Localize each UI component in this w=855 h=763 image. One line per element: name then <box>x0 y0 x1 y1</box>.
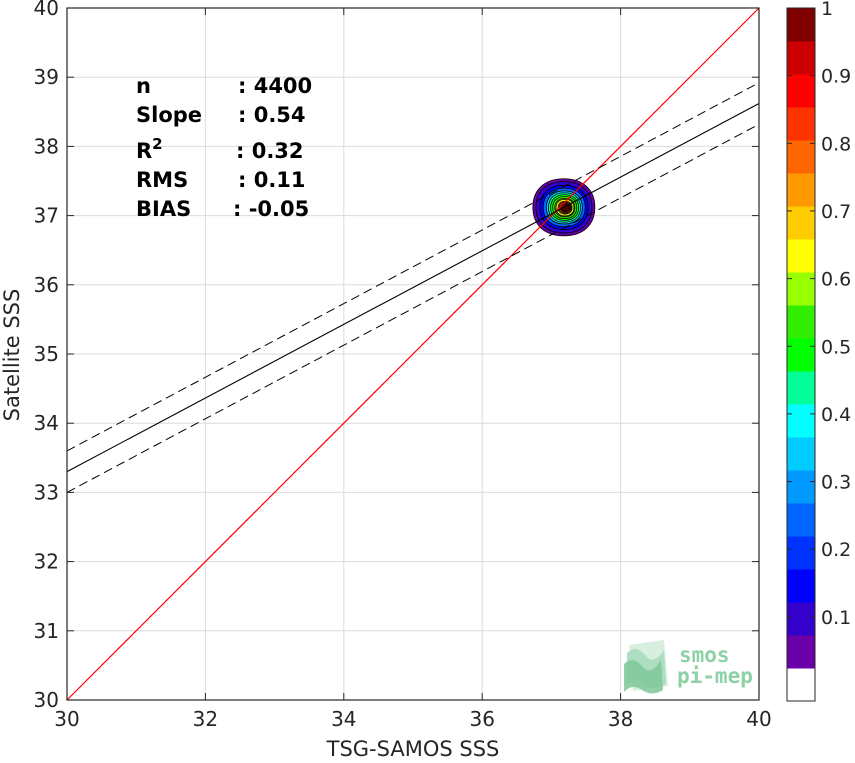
colorbar-segment <box>787 239 815 273</box>
stat-label: Slope <box>136 103 202 127</box>
fit-line <box>66 103 760 473</box>
colorbar-segment <box>787 668 815 702</box>
colorbar-segment <box>787 602 815 636</box>
y-tick-label: 37 <box>34 204 59 228</box>
colorbar-frame <box>786 7 816 702</box>
colorbar-tick-label: 0.9 <box>821 66 851 88</box>
stat-label: BIAS <box>136 197 191 221</box>
stat-value: : 0.54 <box>238 103 306 127</box>
stat-value: : 0.32 <box>236 139 304 163</box>
x-axis-ticks: 30 32 34 36 38 40 <box>54 8 772 731</box>
x-axis-label: TSG-SAMOS SSS <box>326 737 500 761</box>
colorbar-segment <box>787 569 815 603</box>
colorbar-segment <box>787 371 815 405</box>
colorbar-segment <box>787 437 815 471</box>
colorbar-segment <box>787 8 815 42</box>
colorbar-tick-label: 0.7 <box>821 201 851 223</box>
logo-line-1: smos <box>679 643 730 667</box>
colorbar-segment <box>787 470 815 504</box>
y-tick-label: 40 <box>34 0 59 20</box>
colorbar-tick-label: 0.2 <box>821 539 851 561</box>
x-tick-label: 30 <box>54 707 79 731</box>
one-to-one-line <box>66 7 760 701</box>
y-tick-label: 30 <box>34 688 59 712</box>
y-tick-label: 39 <box>34 65 59 89</box>
colorbar-segment <box>787 404 815 438</box>
regression-lines <box>66 7 760 701</box>
stats-box: n : 4400 Slope : 0.54 R2 : 0.32 RMS : 0.11 BIAS:… <box>136 74 312 221</box>
y-tick-label: 34 <box>34 411 59 435</box>
x-tick-label: 40 <box>746 707 771 731</box>
colorbar-segment <box>787 305 815 339</box>
colorbar-ticks: 0.1 0.2 0.3 0.4 0.5 0.6 0.7 0.8 0.9 1 <box>787 0 851 629</box>
y-tick-label: 38 <box>34 134 59 158</box>
stat-label: R2 <box>136 135 163 163</box>
stat-value: : 0.11 <box>238 168 306 192</box>
colorbar-tick-label: 0.6 <box>821 269 851 291</box>
logo-line-2: pi-mep <box>677 664 753 688</box>
stat-label: RMS <box>136 168 188 192</box>
colorbar-segment <box>787 635 815 669</box>
colorbar-segment <box>787 140 815 174</box>
colorbar-segment <box>787 503 815 537</box>
colorbar-tick-label: 0.1 <box>821 607 851 629</box>
colorbar-segment <box>787 41 815 75</box>
x-tick-label: 32 <box>193 707 218 731</box>
colorbar-tick-label: 0.3 <box>821 472 851 494</box>
stat-value: : 4400 <box>238 74 312 98</box>
logo-wave-icon <box>624 640 668 694</box>
y-tick-label: 35 <box>34 342 59 366</box>
colorbar-tick-label: 0.5 <box>821 336 851 358</box>
stat-label-superscript: 2 <box>152 135 162 153</box>
colorbar-segment <box>787 272 815 306</box>
colorbar <box>786 7 816 702</box>
x-tick-label: 34 <box>331 707 356 731</box>
y-tick-label: 31 <box>34 619 59 643</box>
fit-upper-bound <box>66 82 760 452</box>
smos-pimep-logo: smos pi-mep <box>624 640 753 694</box>
y-tick-label: 36 <box>34 273 59 297</box>
colorbar-segment <box>787 173 815 207</box>
fit-lower-bound <box>66 123 760 493</box>
colorbar-segment <box>787 74 815 108</box>
colorbar-tick-label: 0.8 <box>821 133 851 155</box>
stat-value: : -0.05 <box>233 197 309 221</box>
y-tick-label: 32 <box>34 550 59 574</box>
colorbar-tick-label: 0.4 <box>821 404 851 426</box>
colorbar-tick-label: 1 <box>821 0 833 20</box>
colorbar-segment <box>787 338 815 372</box>
x-tick-label: 36 <box>469 707 494 731</box>
y-axis-ticks: 30 31 32 33 34 35 36 37 38 39 40 <box>34 0 759 712</box>
x-tick-label: 38 <box>608 707 633 731</box>
colorbar-segment <box>787 206 815 240</box>
stat-label: n <box>136 74 151 98</box>
y-axis-label: Satellite SSS <box>0 289 24 422</box>
y-tick-label: 33 <box>34 480 59 504</box>
colorbar-segment <box>787 107 815 141</box>
colorbar-segment <box>787 536 815 570</box>
